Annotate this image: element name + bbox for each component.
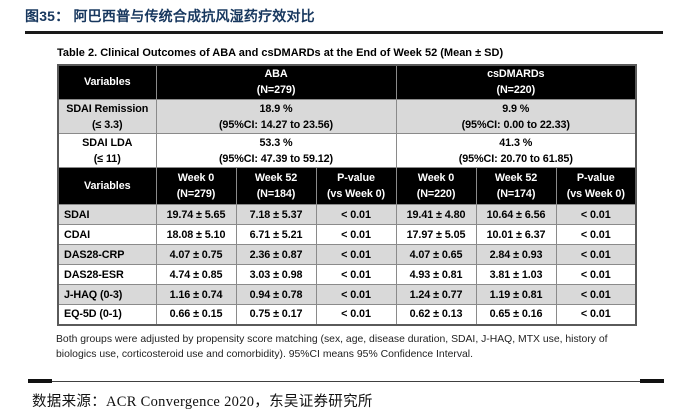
p-value-cell: < 0.01 <box>315 304 397 325</box>
title-rule <box>25 31 663 34</box>
summary-value-aba: 53.3 % (95%CI: 47.39 to 59.12) <box>155 133 397 168</box>
data-row-eq-5d: EQ-5D (0-1) 0.66 ± 0.15 0.75 ± 0.17 < 0.… <box>57 304 637 325</box>
footnote-line-1: Both groups were adjusted by propensity … <box>56 333 608 345</box>
footer-rule-thick-right <box>640 379 664 383</box>
p-value-cell: < 0.01 <box>315 204 397 225</box>
data-row-das28-esr: DAS28-ESR 4.74 ± 0.85 3.03 ± 0.98 < 0.01… <box>57 264 637 285</box>
p-value-cell: < 0.01 <box>315 284 397 305</box>
group-n-aba: (N=279) <box>256 84 296 97</box>
row-label: CDAI <box>57 224 157 245</box>
value-cell: 10.01 ± 6.37 <box>475 224 557 245</box>
value-cell: 4.07 ± 0.65 <box>395 244 477 265</box>
group-name-aba: ABA <box>264 68 288 81</box>
subheader-week52-aba: Week 52 (N=184) <box>235 167 317 205</box>
p-value-cell: < 0.01 <box>555 244 637 265</box>
p-value-cell: < 0.01 <box>555 304 637 325</box>
table-caption: Table 2. Clinical Outcomes of ABA and cs… <box>57 46 504 59</box>
value-cell: 19.74 ± 5.65 <box>155 204 237 225</box>
group-header-row: Variables ABA (N=279) csDMARDs (N=220) <box>57 64 637 100</box>
sub-header-row: Variables Week 0 (N=279) Week 52 (N=184)… <box>57 167 637 205</box>
group-name-csdmards: csDMARDs <box>487 68 545 81</box>
row-label: J-HAQ (0-3) <box>57 284 157 305</box>
value-cell: 0.66 ± 0.15 <box>155 304 237 325</box>
clinical-outcomes-table: Variables ABA (N=279) csDMARDs (N=220) S… <box>57 63 638 326</box>
p-value-cell: < 0.01 <box>555 264 637 285</box>
p-value-cell: < 0.01 <box>555 224 637 245</box>
footer-rule <box>28 379 664 383</box>
data-row-j-haq: J-HAQ (0-3) 1.16 ± 0.74 0.94 ± 0.78 < 0.… <box>57 284 637 305</box>
table-footnote: Both groups were adjusted by propensity … <box>56 332 646 363</box>
row-label: SDAI LDA (≤ 11) <box>57 133 157 168</box>
value-cell: 19.41 ± 4.80 <box>395 204 477 225</box>
variables-header-cell: Variables <box>57 64 157 100</box>
p-value-cell: < 0.01 <box>555 204 637 225</box>
value-cell: 6.71 ± 5.21 <box>235 224 317 245</box>
value-cell: 18.08 ± 5.10 <box>155 224 237 245</box>
subheader-pvalue-csdmards: P-value (vs Week 0) <box>555 167 637 205</box>
summary-row-sdai-remission: SDAI Remission (≤ 3.3) 18.9 % (95%CI: 14… <box>57 99 637 134</box>
summary-value-aba: 18.9 % (95%CI: 14.27 to 23.56) <box>155 99 397 134</box>
value-cell: 3.03 ± 0.98 <box>235 264 317 285</box>
subheader-week52-csdmards: Week 52 (N=174) <box>475 167 557 205</box>
value-cell: 1.16 ± 0.74 <box>155 284 237 305</box>
p-value-cell: < 0.01 <box>315 264 397 285</box>
value-cell: 4.07 ± 0.75 <box>155 244 237 265</box>
footer-rule-line <box>28 380 664 382</box>
row-label: DAS28-CRP <box>57 244 157 265</box>
summary-value-csdmards: 41.3 % (95%CI: 20.70 to 61.85) <box>395 133 637 168</box>
subheader-week0-csdmards: Week 0 (N=220) <box>395 167 477 205</box>
figure-label: 图35： <box>25 8 70 24</box>
row-label: DAS28-ESR <box>57 264 157 285</box>
value-cell: 4.93 ± 0.81 <box>395 264 477 285</box>
figure-title-bar: 图35： 阿巴西普与传统合成抗风湿药疗效对比 <box>0 0 700 26</box>
row-label: EQ-5D (0-1) <box>57 304 157 325</box>
value-cell: 10.64 ± 6.56 <box>475 204 557 225</box>
value-cell: 0.94 ± 0.78 <box>235 284 317 305</box>
value-cell: 4.74 ± 0.85 <box>155 264 237 285</box>
source-label: 数据来源： <box>32 394 106 410</box>
subheader-pvalue-aba: P-value (vs Week 0) <box>315 167 397 205</box>
data-row-sdai: SDAI 19.74 ± 5.65 7.18 ± 5.37 < 0.01 19.… <box>57 204 637 225</box>
row-label: SDAI <box>57 204 157 225</box>
value-cell: 0.65 ± 0.16 <box>475 304 557 325</box>
data-row-das28-crp: DAS28-CRP 4.07 ± 0.75 2.36 ± 0.87 < 0.01… <box>57 244 637 265</box>
source-text: ACR Convergence 2020，东吴证券研究所 <box>106 394 373 410</box>
summary-value-csdmards: 9.9 % (95%CI: 0.00 to 22.33) <box>395 99 637 134</box>
figure-title: 阿巴西普与传统合成抗风湿药疗效对比 <box>73 8 315 24</box>
p-value-cell: < 0.01 <box>315 244 397 265</box>
p-value-cell: < 0.01 <box>555 284 637 305</box>
value-cell: 0.75 ± 0.17 <box>235 304 317 325</box>
value-cell: 2.84 ± 0.93 <box>475 244 557 265</box>
value-cell: 17.97 ± 5.05 <box>395 224 477 245</box>
subheader-week0-aba: Week 0 (N=279) <box>155 167 237 205</box>
p-value-cell: < 0.01 <box>315 224 397 245</box>
data-row-cdai: CDAI 18.08 ± 5.10 6.71 ± 5.21 < 0.01 17.… <box>57 224 637 245</box>
value-cell: 1.24 ± 0.77 <box>395 284 477 305</box>
group-header-csdmards: csDMARDs (N=220) <box>395 64 637 100</box>
value-cell: 2.36 ± 0.87 <box>235 244 317 265</box>
summary-row-sdai-lda: SDAI LDA (≤ 11) 53.3 % (95%CI: 47.39 to … <box>57 133 637 168</box>
group-n-csdmards: (N=220) <box>496 84 536 97</box>
value-cell: 1.19 ± 0.81 <box>475 284 557 305</box>
value-cell: 0.62 ± 0.13 <box>395 304 477 325</box>
value-cell: 3.81 ± 1.03 <box>475 264 557 285</box>
variables-subheader-cell: Variables <box>57 167 157 205</box>
value-cell: 7.18 ± 5.37 <box>235 204 317 225</box>
footer-rule-thick-left <box>28 379 52 383</box>
source-line: 数据来源：ACR Convergence 2020，东吴证券研究所 <box>32 390 373 411</box>
row-label: SDAI Remission (≤ 3.3) <box>57 99 157 134</box>
group-header-aba: ABA (N=279) <box>155 64 397 100</box>
footnote-line-2: biologics use, corticosteroid use and co… <box>56 349 473 360</box>
